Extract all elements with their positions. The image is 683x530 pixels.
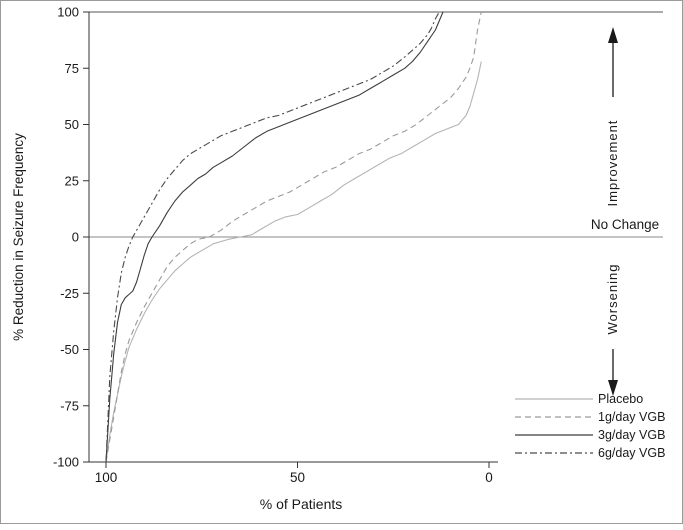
- series-line-1g-day-vgb: [105, 11, 482, 463]
- series-lines: [105, 11, 482, 463]
- legend-label-placebo: Placebo: [598, 392, 643, 406]
- y-tick-label: 0: [72, 230, 79, 245]
- legend-label-3g-day-vgb: 3g/day VGB: [598, 428, 665, 442]
- improvement-annotation: Improvement: [605, 27, 620, 206]
- improvement-arrow-head-icon: [608, 27, 618, 43]
- x-tick-label: 50: [290, 470, 305, 485]
- legend-line-samples: [515, 398, 593, 454]
- reference-lines: [89, 11, 663, 238]
- y-axis-title: % Reduction in Seizure Frequency: [11, 133, 26, 341]
- y-tick-label: 50: [65, 117, 79, 132]
- y-tick-label: -100: [53, 455, 79, 470]
- axes: 100 75 50 25 0 -25 -50 -75 -100 100 50 0: [53, 5, 498, 485]
- improvement-label: Improvement: [605, 120, 620, 207]
- y-tick-label: -50: [60, 342, 79, 357]
- worsening-label: Worsening: [605, 264, 620, 335]
- y-tick-label: 25: [65, 173, 79, 188]
- x-tick-label: 0: [485, 470, 493, 485]
- y-tick-label: 100: [57, 5, 79, 20]
- legend-label-6g-day-vgb: 6g/day VGB: [598, 446, 665, 460]
- series-line-placebo: [105, 61, 482, 463]
- y-tick-label: -75: [60, 398, 79, 413]
- worsening-arrow-head-icon: [608, 380, 618, 396]
- series-line-6g-day-vgb: [105, 11, 440, 463]
- x-axis-title: % of Patients: [260, 496, 343, 512]
- y-tick-label: 75: [65, 61, 79, 76]
- legend: Placebo 1g/day VGB 3g/day VGB 6g/day VGB: [515, 392, 665, 460]
- legend-label-1g-day-vgb: 1g/day VGB: [598, 410, 665, 424]
- worsening-annotation: Worsening: [605, 264, 620, 396]
- series-line-3g-day-vgb: [105, 11, 444, 463]
- y-tick-label: -25: [60, 286, 79, 301]
- no-change-label: No Change: [591, 217, 659, 232]
- x-tick-label: 100: [95, 470, 118, 485]
